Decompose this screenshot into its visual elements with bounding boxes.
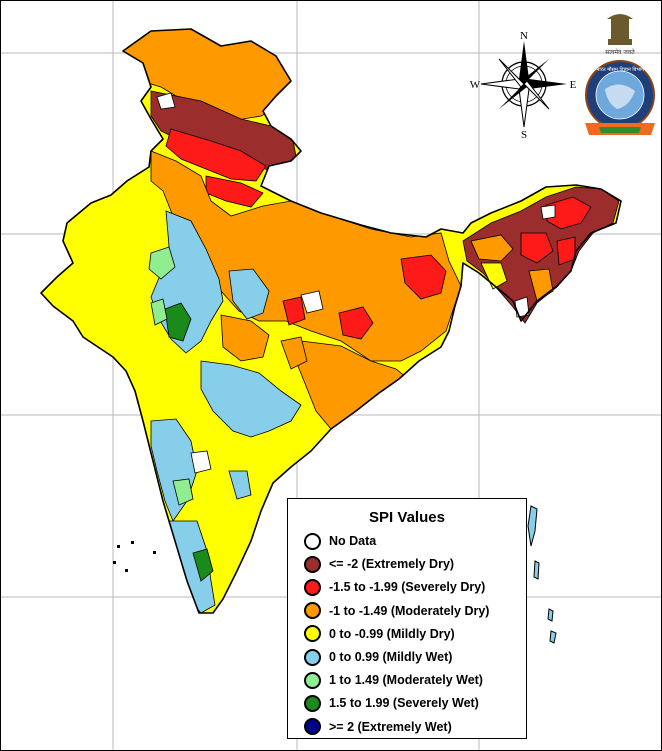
legend-item: >= 2 (Extremely Wet) <box>304 717 452 737</box>
lakshadweep-island <box>113 561 116 564</box>
severely-dry-region <box>282 296 306 326</box>
legend-item: 1 to 1.49 (Moderately Wet) <box>304 670 483 690</box>
legend-swatch-icon <box>304 532 321 550</box>
legend-item: -1.5 to -1.99 (Severely Dry) <box>304 577 485 597</box>
legend-item: <= -2 (Extremely Dry) <box>304 554 454 574</box>
nicobar-island <box>547 608 554 622</box>
island-groups <box>113 505 557 644</box>
svg-text:भारत मौसम विज्ञान विभाग: भारत मौसम विज्ञान विभाग <box>596 66 644 73</box>
northeast-region <box>462 186 620 324</box>
moderately-dry-region <box>280 336 308 370</box>
no-data-region <box>540 204 556 220</box>
legend-item: 1.5 to 1.99 (Severely Wet) <box>304 693 479 713</box>
legend-label: 0 to 0.99 (Mildly Wet) <box>329 650 453 664</box>
legend-label: 1.5 to 1.99 (Severely Wet) <box>329 696 479 711</box>
compass-label-s: S <box>521 129 527 139</box>
legend-swatch-icon <box>304 625 321 643</box>
legend-label: No Data <box>329 534 377 548</box>
svg-text:सत्यमेव जयते: सत्यमेव जयते <box>605 48 635 56</box>
lion-capital-icon <box>611 19 629 39</box>
legend-swatch-icon <box>304 694 321 712</box>
severely-wet-region <box>192 548 214 582</box>
compass-label-n: N <box>520 30 528 42</box>
legend-item: No Data <box>304 531 376 551</box>
moderately-wet-region <box>172 478 194 506</box>
moderately-wet-region <box>150 298 168 326</box>
no-data-region <box>300 290 324 314</box>
legend-label: 1 to 1.49 (Moderately Wet) <box>329 673 483 688</box>
compass-needle-ne <box>521 59 549 84</box>
severely-dry-region <box>338 306 374 340</box>
legend-label: -1.5 to -1.99 (Severely Dry) <box>329 580 486 595</box>
compass-needle-east <box>524 79 567 89</box>
compass-needle-north <box>519 41 529 84</box>
legend-label: <= -2 (Extremely Dry) <box>329 557 455 572</box>
legend: SPI Values No Data <= -2 (Extremely Dry) -… <box>287 498 527 739</box>
severely-dry-region <box>520 232 554 264</box>
legend-item: 0 to 0.99 (Mildly Wet) <box>304 647 452 667</box>
imd-emblem-icon: सत्यमेव जयते भारत मौसम विज्ञान विभाग <box>581 11 659 141</box>
legend-title: SPI Values <box>369 509 445 526</box>
legend-label: 0 to -0.99 (Mildly Dry) <box>329 626 455 641</box>
legend-swatch-icon <box>304 718 321 736</box>
severely-dry-region <box>556 236 576 266</box>
lakshadweep-island <box>125 569 128 572</box>
moderately-dry-region <box>220 314 270 362</box>
compass-label-w: W <box>470 79 481 91</box>
nicobar-island <box>549 630 557 644</box>
andaman-island <box>527 505 538 547</box>
severely-dry-region <box>165 128 267 182</box>
legend-swatch-icon <box>304 578 321 596</box>
mildly-wet-region <box>228 268 270 320</box>
compass-rose: N S E W <box>469 29 579 141</box>
legend-label: -1 to -1.49 (Moderately Dry) <box>329 603 490 618</box>
lakshadweep-island <box>117 545 120 548</box>
legend-swatch-icon <box>304 602 321 620</box>
legend-swatch-icon <box>304 671 321 689</box>
legend-item: 0 to -0.99 (Mildly Dry) <box>304 624 455 644</box>
severely-dry-region <box>400 254 447 300</box>
severely-dry-region <box>545 196 592 230</box>
lakshadweep-island <box>153 551 156 554</box>
compass-needle-se <box>523 80 550 110</box>
mildly-wet-region <box>200 360 302 438</box>
mildly-wet-region <box>228 470 252 500</box>
no-data-region <box>514 296 530 318</box>
compass-label-e: E <box>570 79 577 91</box>
legend-swatch-icon <box>304 648 321 666</box>
legend-label: >= 2 (Extremely Wet) <box>329 719 452 734</box>
compass-needle-sw <box>499 84 527 109</box>
legend-item: -1 to -1.49 (Moderately Dry) <box>304 601 489 621</box>
moderately-dry-region <box>470 234 514 262</box>
no-data-region <box>156 92 176 110</box>
severely-wet-region <box>164 302 192 342</box>
moderately-wet-region <box>148 246 176 280</box>
legend-swatch-icon <box>304 555 321 573</box>
no-data-region <box>190 450 212 474</box>
andaman-island <box>533 560 540 580</box>
lakshadweep-island <box>131 541 134 544</box>
